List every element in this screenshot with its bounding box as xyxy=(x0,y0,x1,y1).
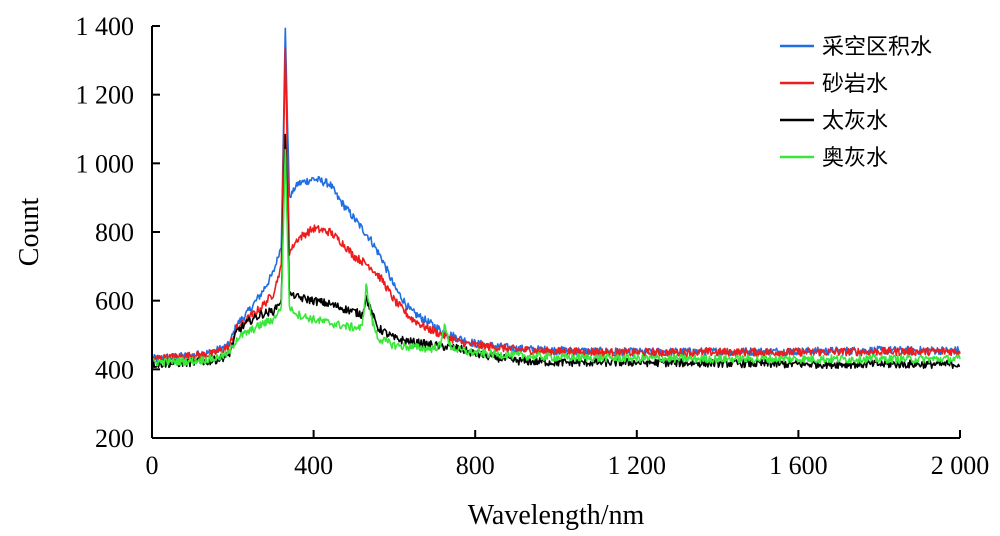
y-tick-label: 400 xyxy=(95,355,134,384)
series-group xyxy=(151,27,961,370)
x-axis-title: Wavelength/nm xyxy=(468,500,645,531)
legend-label: 采空区积水 xyxy=(822,35,932,60)
x-tick-label: 2 000 xyxy=(931,451,990,480)
y-tick-label: 800 xyxy=(95,218,134,247)
ticks-group: 200 400 600 800 1 000 1 200 1 400 0 400 800 1 200 1… xyxy=(76,12,990,480)
y-tick-label: 1 000 xyxy=(76,149,135,178)
x-tick-label: 800 xyxy=(456,451,495,480)
y-tick-label: 600 xyxy=(95,287,134,316)
y-tick-label: 1 400 xyxy=(76,12,135,41)
legend-label: 奥灰水 xyxy=(822,146,888,171)
legend-label: 太灰水 xyxy=(822,109,888,134)
series-line-2 xyxy=(151,46,961,363)
y-axis-title: Count xyxy=(14,198,45,267)
series-line-4 xyxy=(151,148,961,367)
x-tick-label: 1 200 xyxy=(608,451,667,480)
y-tick-label: 1 200 xyxy=(76,81,135,110)
y-tick-label: 200 xyxy=(95,424,134,453)
x-tick-label: 400 xyxy=(294,451,333,480)
legend-label: 砂岩水 xyxy=(822,72,888,97)
x-tick-label: 0 xyxy=(146,451,159,480)
x-tick-label: 1 600 xyxy=(769,451,828,480)
